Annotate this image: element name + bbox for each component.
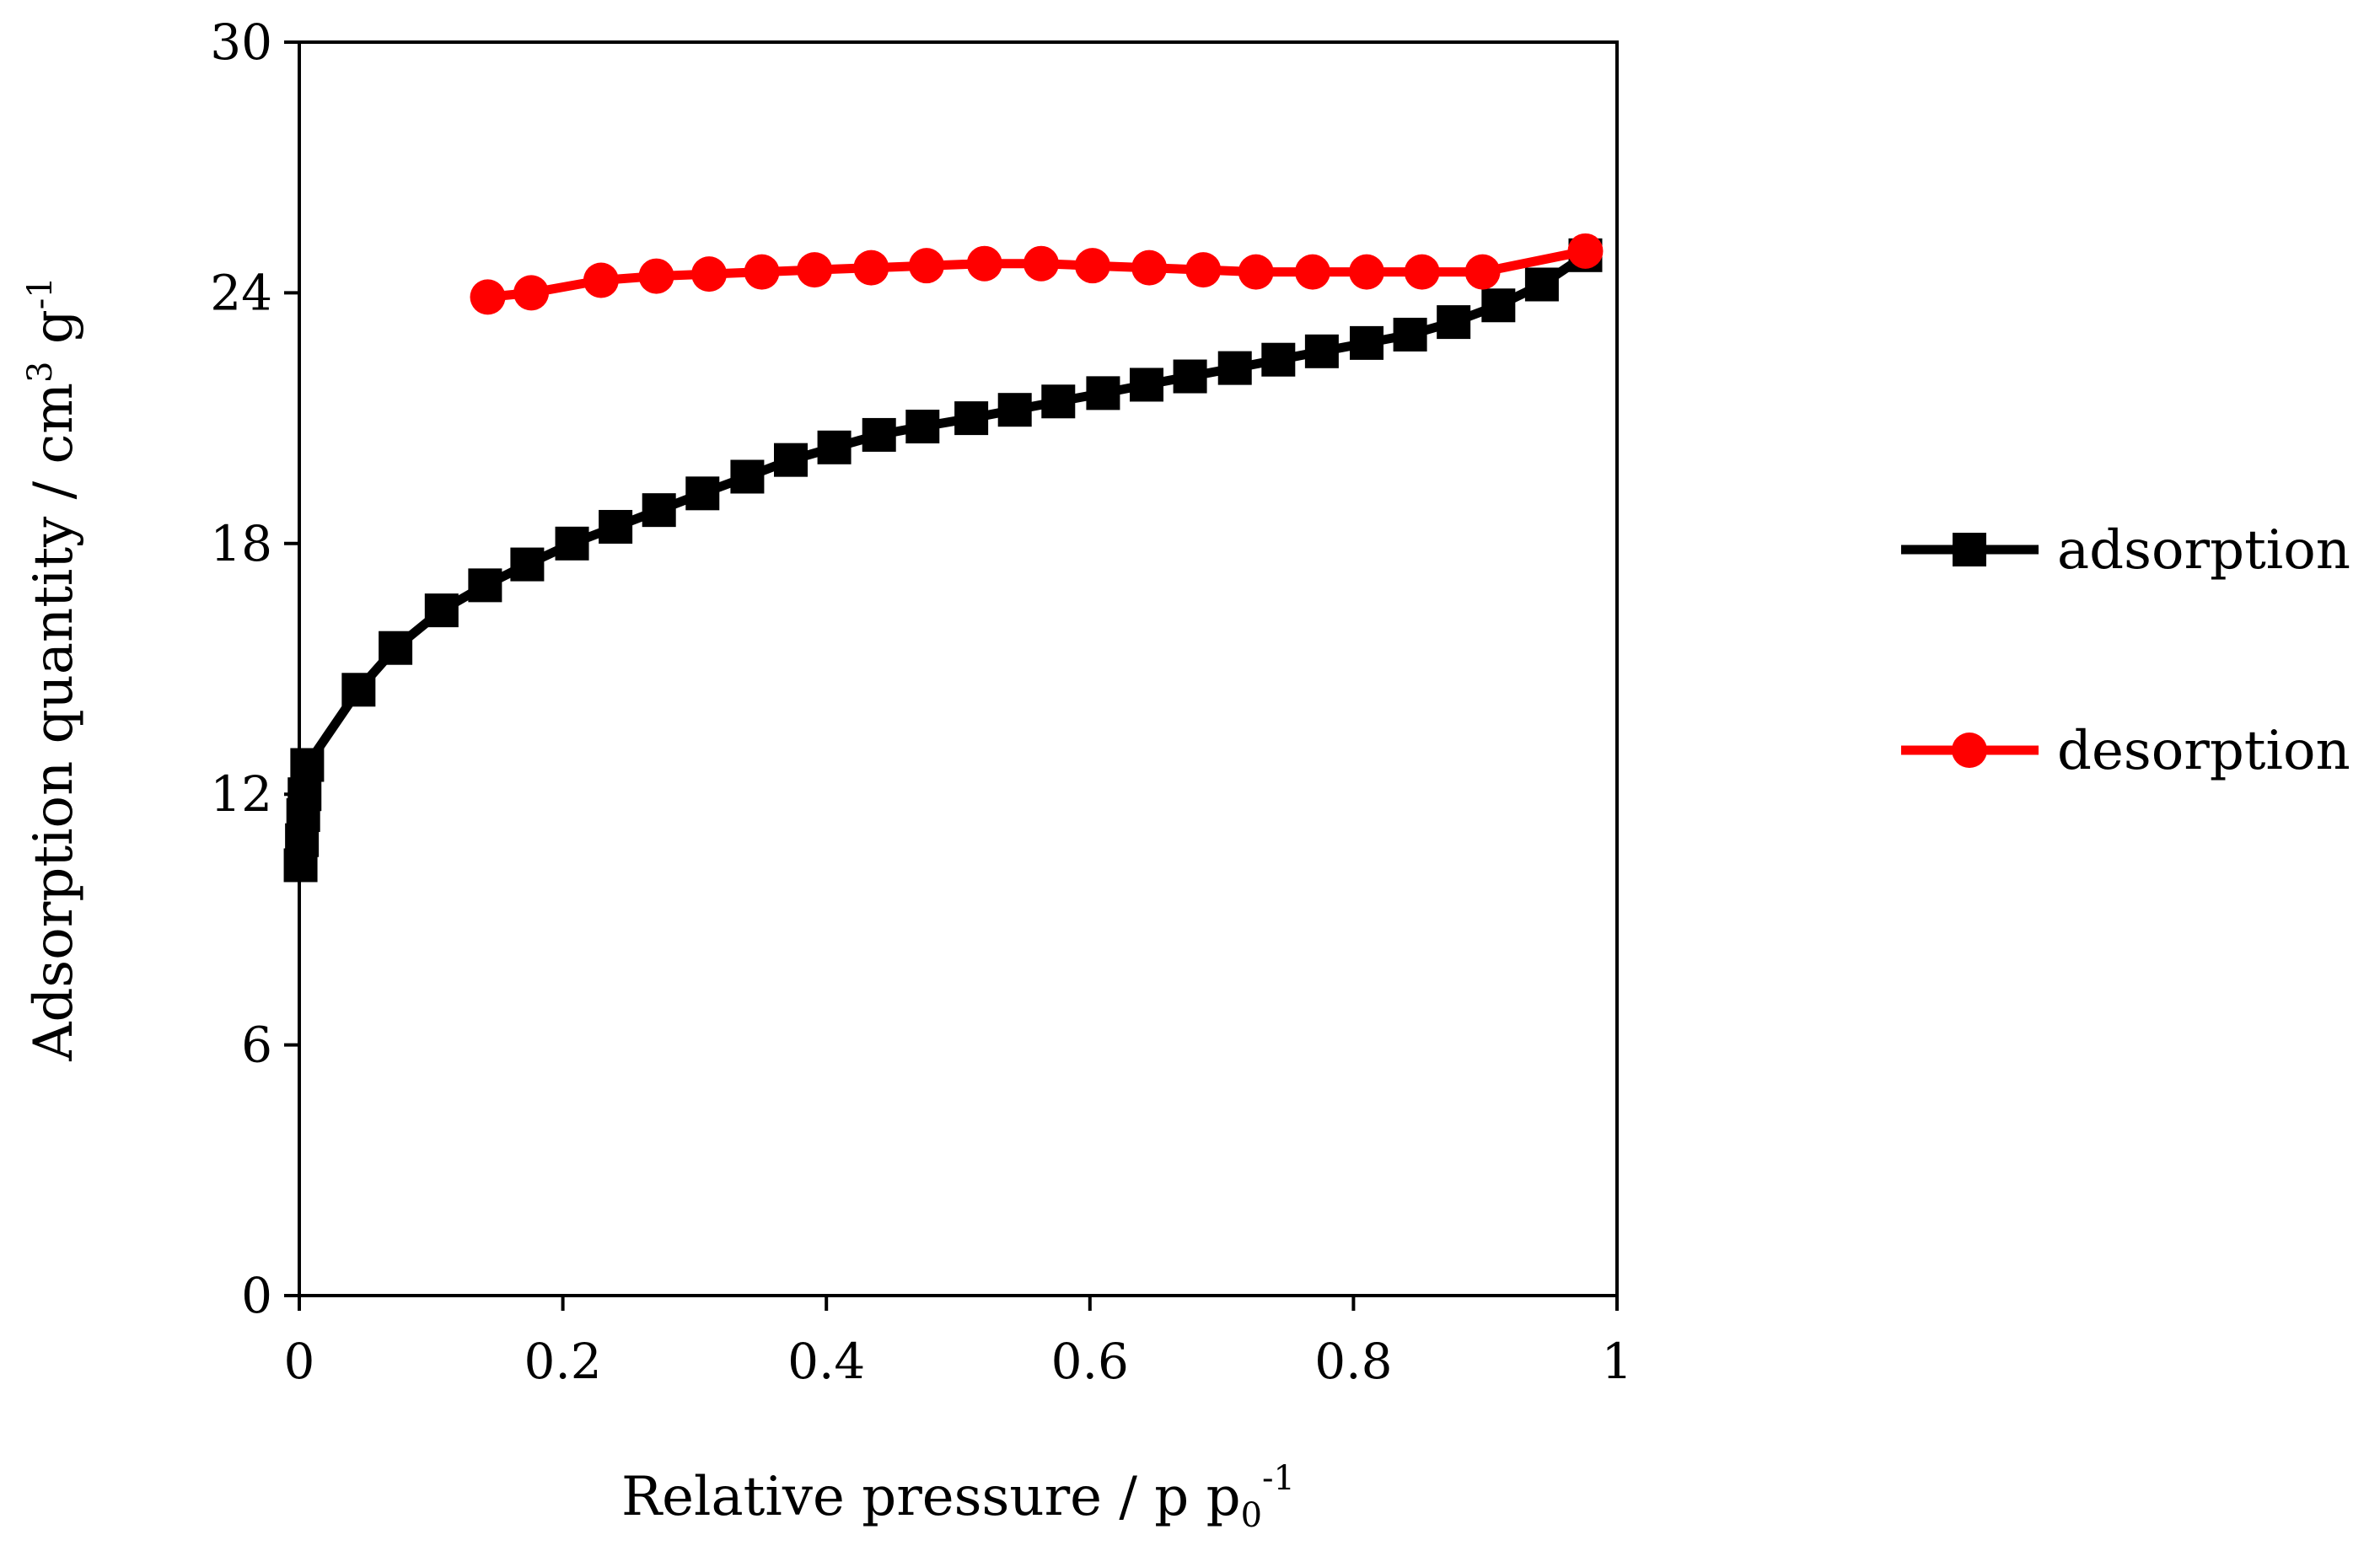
legend-desorption-label: desorption <box>2057 720 2350 782</box>
desorption-point <box>797 252 833 288</box>
desorption-point <box>1238 254 1274 290</box>
x-axis-title: Relative pressure / p p0-1 <box>621 1459 1295 1535</box>
adsorption-point <box>1130 368 1164 402</box>
desorption-point <box>513 275 550 311</box>
y-tick-label: 18 <box>210 515 272 572</box>
y-tick-label: 30 <box>210 13 272 71</box>
adsorption-point <box>905 410 940 444</box>
adsorption-point <box>1217 351 1252 385</box>
adsorption-point <box>290 748 325 782</box>
adsorption-point <box>1437 305 1471 340</box>
y-tick-label: 0 <box>241 1267 272 1324</box>
adsorption-point <box>379 631 413 665</box>
x-tick-label: 0.4 <box>787 1333 865 1390</box>
y-axis-ticks: 0 6 12 18 24 30 <box>210 13 299 1324</box>
y-axis-title-superscript-1: 3 <box>21 362 60 383</box>
series-layer <box>283 233 1604 883</box>
y-axis-title-main: Adsorption quantity / cm <box>23 383 85 1062</box>
adsorption-point <box>773 443 808 477</box>
desorption-point <box>691 256 728 292</box>
x-axis-title-subscript: 0 <box>1241 1496 1262 1535</box>
adsorption-point <box>685 476 720 511</box>
desorption-point <box>1074 248 1110 284</box>
adsorption-point <box>954 401 989 436</box>
adsorption-point <box>468 568 502 603</box>
adsorption-point <box>730 459 765 494</box>
desorption-point <box>583 262 619 298</box>
x-axis-title-main: Relative pressure / p p <box>621 1466 1241 1528</box>
adsorption-point <box>1524 267 1559 302</box>
desorption-point <box>1404 254 1440 290</box>
y-tick-label: 6 <box>241 1017 272 1074</box>
x-tick-label: 0 <box>284 1333 315 1390</box>
adsorption-point <box>862 417 896 452</box>
desorption-point <box>908 248 944 284</box>
desorption-point <box>1294 254 1330 290</box>
adsorption-point <box>1261 342 1296 377</box>
adsorption-point <box>1041 384 1076 419</box>
x-axis-title-superscript: -1 <box>1262 1459 1295 1498</box>
y-tick-label: 12 <box>210 765 272 823</box>
y-axis-title-unit: g <box>23 309 85 361</box>
desorption-point <box>470 279 506 315</box>
x-tick-label: 0.2 <box>524 1333 601 1390</box>
adsorption-point <box>1304 334 1339 368</box>
adsorption-point <box>1481 288 1516 323</box>
y-axis-title-superscript-2: -1 <box>21 276 60 309</box>
adsorption-point <box>424 593 459 628</box>
desorption-point <box>1464 254 1501 290</box>
x-axis-ticks: 0 0.2 0.4 0.6 0.8 1 <box>284 1296 1633 1390</box>
legend-adsorption-marker <box>1953 533 1986 566</box>
adsorption-point <box>510 547 545 582</box>
adsorption-point <box>1350 325 1384 360</box>
adsorption-point <box>997 393 1032 427</box>
x-tick-label: 0.6 <box>1051 1333 1129 1390</box>
desorption-point <box>744 254 780 290</box>
desorption-point <box>1567 233 1604 269</box>
legend-desorption-marker <box>1952 733 1987 768</box>
desorption-point <box>1023 245 1059 282</box>
adsorption-point <box>1173 359 1207 394</box>
plot-frame <box>298 40 1619 1297</box>
adsorption-point <box>1086 376 1120 411</box>
adsorption-point <box>1393 317 1427 352</box>
desorption-point <box>1131 250 1168 286</box>
y-tick-label: 24 <box>210 264 272 321</box>
adsorption-point <box>599 509 633 544</box>
desorption-point <box>1349 254 1385 290</box>
adsorption-point <box>642 493 676 528</box>
x-tick-label: 0.8 <box>1314 1333 1392 1390</box>
adsorption-point <box>555 526 589 561</box>
legend: adsorption desorption <box>1901 519 2350 782</box>
adsorption-line <box>296 251 1588 866</box>
desorption-point <box>1185 252 1222 288</box>
adsorption-point <box>341 673 376 707</box>
y-axis-title: Adsorption quantity / cm3 g-1 <box>21 276 85 1062</box>
desorption-point <box>853 250 889 286</box>
desorption-point <box>638 258 674 294</box>
x-tick-label: 1 <box>1602 1333 1633 1390</box>
desorption-point <box>966 245 1002 282</box>
legend-adsorption-label: adsorption <box>2057 519 2350 582</box>
adsorption-point <box>817 430 852 464</box>
